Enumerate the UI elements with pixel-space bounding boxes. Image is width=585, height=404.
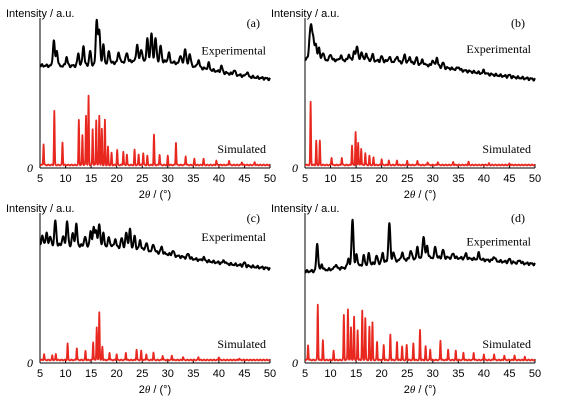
experimental-series-line — [304, 218, 536, 274]
x-tick-label: 15 — [85, 368, 97, 380]
series-label: Experimental — [466, 42, 531, 56]
series-label: Simulated — [217, 337, 266, 351]
x-tick-label: 15 — [350, 173, 362, 185]
origin-label: 0 — [27, 161, 33, 175]
x-tick-label: 5 — [302, 368, 308, 380]
x-tick-label: 50 — [529, 368, 541, 380]
panel-label: (b) — [511, 16, 525, 30]
series-label: Experimental — [201, 43, 266, 57]
x-tick-label: 30 — [162, 368, 174, 380]
origin-label: 0 — [292, 356, 298, 370]
x-tick-label: 40 — [213, 173, 225, 185]
y-axis-label: Intensity / a.u. — [6, 8, 74, 20]
origin-label: 0 — [27, 356, 33, 370]
x-tick-label: 50 — [529, 173, 541, 185]
x-tick-label: 15 — [85, 173, 97, 185]
origin-label: 0 — [292, 161, 298, 175]
x-tick-label: 5 — [302, 173, 308, 185]
x-tick-label: 30 — [427, 368, 439, 380]
panel-d: Intensity / a.u. 05 10 15 20 25 30 35 40 45 50 2θ /… — [271, 203, 541, 396]
x-tick-label: 35 — [452, 173, 464, 185]
x-tick-label: 25 — [401, 173, 413, 185]
y-axis-label: Intensity / a.u. — [271, 203, 339, 215]
x-tick-label: 20 — [111, 368, 123, 380]
x-axis-label: 2θ / (°) — [139, 384, 171, 396]
experimental-series-line — [39, 219, 271, 271]
simulated-series-line — [39, 311, 271, 362]
x-tick-label: 40 — [478, 173, 490, 185]
series-label: Simulated — [482, 142, 531, 156]
simulated-series-line — [39, 94, 271, 167]
x-tick-label: 5 — [37, 173, 43, 185]
series-label: Experimental — [201, 230, 266, 244]
x-tick-label: 45 — [238, 368, 250, 380]
x-tick-label: 45 — [503, 368, 515, 380]
x-tick-label: 45 — [503, 173, 515, 185]
x-tick-label: 35 — [452, 368, 464, 380]
x-tick-label: 40 — [478, 368, 490, 380]
experimental-series-line — [304, 23, 536, 82]
x-tick-label: 25 — [401, 368, 413, 380]
x-tick-label: 45 — [238, 173, 250, 185]
x-tick-label: 10 — [324, 368, 336, 380]
x-tick-label: 25 — [136, 368, 148, 380]
experimental-series-line — [39, 18, 271, 82]
x-tick-label: 20 — [376, 173, 388, 185]
x-tick-label: 20 — [111, 173, 123, 185]
x-tick-label: 50 — [264, 368, 276, 380]
panel-label: (a) — [247, 16, 260, 30]
x-tick-label: 10 — [59, 368, 71, 380]
x-tick-label: 25 — [136, 173, 148, 185]
y-axis-label: Intensity / a.u. — [6, 203, 74, 215]
x-tick-label: 30 — [427, 173, 439, 185]
series-label: Experimental — [466, 235, 531, 249]
x-tick-label: 35 — [187, 368, 199, 380]
x-tick-label: 20 — [376, 368, 388, 380]
x-tick-label: 40 — [213, 368, 225, 380]
panel-b: Intensity / a.u. 05 10 15 20 25 30 35 40 45 50 2θ /… — [271, 8, 541, 201]
simulated-series-line — [304, 100, 536, 167]
panel-label: (d) — [511, 211, 525, 225]
x-tick-label: 5 — [37, 368, 43, 380]
series-label: Simulated — [217, 142, 266, 156]
x-tick-label: 50 — [264, 173, 276, 185]
x-tick-label: 10 — [59, 173, 71, 185]
x-tick-label: 35 — [187, 173, 199, 185]
x-axis-label: 2θ / (°) — [139, 189, 171, 201]
x-tick-label: 15 — [350, 368, 362, 380]
panel-label: (c) — [247, 211, 260, 225]
series-label: Simulated — [482, 337, 531, 351]
y-axis-label: Intensity / a.u. — [271, 8, 339, 20]
panel-c: Intensity / a.u. 05 10 15 20 25 30 35 40 45 50 2θ /… — [6, 203, 276, 396]
x-axis-label: 2θ / (°) — [404, 384, 436, 396]
simulated-series-line — [304, 303, 536, 362]
x-tick-label: 10 — [324, 173, 336, 185]
panel-a: Intensity / a.u. 05 10 15 20 25 30 35 40 45 50 2θ /… — [6, 8, 276, 201]
x-tick-label: 30 — [162, 173, 174, 185]
x-axis-label: 2θ / (°) — [404, 189, 436, 201]
